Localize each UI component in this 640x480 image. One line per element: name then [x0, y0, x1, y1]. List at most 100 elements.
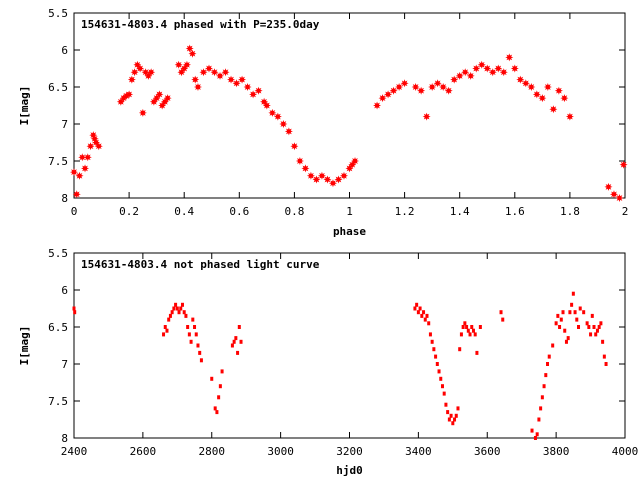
- data-point: [559, 317, 563, 322]
- data-point: [501, 317, 505, 322]
- data-point: [216, 71, 225, 80]
- data-point: [554, 86, 563, 95]
- y-tick-label: 5.5: [48, 247, 68, 260]
- data-point: [162, 332, 166, 337]
- data-point: [384, 90, 393, 99]
- data-point: [227, 75, 236, 84]
- data-point: [425, 313, 429, 318]
- data-point: [328, 179, 337, 188]
- data-point: [168, 313, 172, 318]
- data-point: [577, 325, 581, 329]
- data-point: [615, 194, 624, 202]
- data-point: [453, 417, 457, 422]
- data-point: [599, 321, 603, 326]
- data-point: [167, 317, 171, 322]
- data-point: [75, 171, 84, 180]
- x-tick-label: 4000: [612, 445, 639, 458]
- y-tick-label: 6: [61, 284, 68, 297]
- data-point: [602, 354, 606, 359]
- data-point: [449, 413, 453, 418]
- data-point: [339, 171, 348, 180]
- data-point: [136, 64, 145, 73]
- data-point: [188, 49, 197, 58]
- data-point: [415, 302, 419, 307]
- data-point: [483, 64, 492, 73]
- data-point: [595, 328, 599, 333]
- data-point: [86, 142, 95, 151]
- y-tick-label: 8: [61, 432, 68, 445]
- y-axis-label: I[mag]: [18, 86, 31, 126]
- x-tick-label: 2400: [61, 445, 88, 458]
- data-point: [587, 325, 591, 329]
- y-tick-label: 7.5: [48, 155, 68, 168]
- data-point: [423, 317, 427, 322]
- data-point: [232, 339, 236, 344]
- data-point: [566, 336, 570, 341]
- data-point: [488, 68, 497, 77]
- data-point: [232, 79, 241, 88]
- data-point: [432, 347, 436, 352]
- data-point: [499, 68, 508, 77]
- data-point: [210, 68, 219, 77]
- data-point: [473, 332, 477, 337]
- data-point: [180, 302, 184, 307]
- x-tick-label: 1.6: [505, 205, 525, 218]
- x-tick-label: 1.4: [450, 205, 470, 218]
- data-point: [546, 362, 550, 366]
- y-tick-label: 7: [61, 358, 68, 371]
- x-tick-label: 1.2: [395, 205, 415, 218]
- data-point: [451, 421, 455, 426]
- data-point: [125, 90, 134, 99]
- data-point: [568, 310, 572, 315]
- data-point: [533, 436, 537, 440]
- data-point: [78, 153, 87, 162]
- data-point: [411, 83, 420, 91]
- y-tick-label: 6.5: [48, 81, 68, 94]
- data-point: [539, 406, 543, 411]
- data-point: [549, 105, 558, 114]
- data-point: [199, 358, 203, 363]
- data-point: [395, 83, 404, 91]
- chart-title: 154631-4803.4 phased with P=235.0day: [81, 18, 320, 31]
- data-point: [172, 306, 176, 311]
- data-point: [444, 402, 448, 407]
- data-point: [218, 384, 222, 389]
- data-point: [194, 332, 198, 337]
- data-point: [521, 79, 530, 88]
- data-point: [317, 171, 326, 180]
- data-point: [554, 321, 558, 326]
- data-point: [597, 325, 601, 329]
- data-point: [373, 101, 382, 110]
- data-point: [295, 157, 304, 165]
- data-point: [537, 417, 541, 422]
- data-point: [544, 373, 548, 378]
- data-point: [237, 325, 241, 329]
- data-point: [477, 60, 486, 69]
- data-point: [193, 325, 197, 329]
- plot-frame: [73, 252, 626, 439]
- data-point: [243, 83, 252, 91]
- data-point: [198, 350, 202, 355]
- data-point: [619, 160, 628, 169]
- data-point: [334, 175, 343, 184]
- chart-title: 154631-4803.4 not phased light curve: [81, 258, 320, 271]
- data-point: [170, 310, 174, 315]
- data-point: [542, 384, 546, 389]
- data-point: [439, 83, 448, 91]
- data-point: [417, 86, 426, 95]
- data-point: [94, 142, 103, 151]
- data-point: [193, 83, 202, 91]
- x-tick-label: 3800: [543, 445, 570, 458]
- data-point: [499, 310, 503, 315]
- data-point: [290, 142, 299, 151]
- data-point: [422, 310, 426, 315]
- data-point: [351, 157, 360, 165]
- x-axis-label: hjd0: [336, 464, 363, 477]
- y-axis-label: I[mag]: [18, 326, 31, 366]
- x-tick-label: 1.8: [560, 205, 580, 218]
- data-point: [447, 417, 451, 422]
- y-tick-label: 5.5: [48, 7, 68, 20]
- data-point: [428, 83, 437, 91]
- data-point: [564, 339, 568, 344]
- data-point: [461, 68, 470, 77]
